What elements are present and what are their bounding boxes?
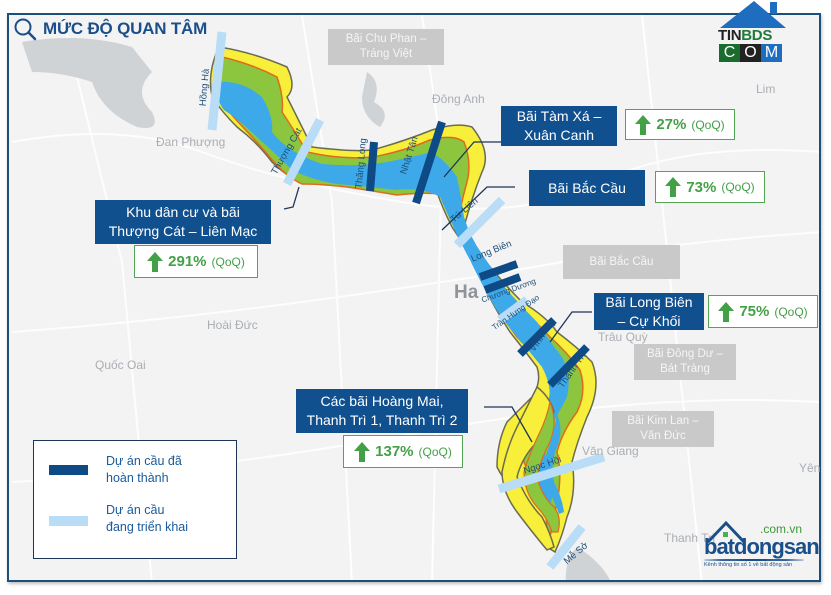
bridges-completed [366, 120, 590, 388]
arrow-up-icon [354, 441, 371, 462]
house-outline-icon [706, 520, 746, 544]
house-roof-icon [720, 1, 786, 28]
tinbds-com: C O M [719, 44, 782, 62]
place-quoc-oai: Quốc Oai [95, 358, 146, 372]
batdongsan-suffix: .com.vn [759, 522, 802, 536]
arrow-up-icon [718, 301, 735, 322]
legend-label-in-progress: Dự án cầu đang triển khai [106, 503, 189, 534]
arrow-up-icon [665, 177, 682, 197]
river-south [544, 414, 564, 514]
bridges-in-progress [207, 31, 606, 570]
area-label-long-bien[interactable]: Bãi Long Biên – Cự Khối [594, 293, 704, 330]
arrow-up-icon [635, 114, 652, 135]
search-icon [14, 18, 37, 41]
title-text: MỨC ĐỘ QUAN TÂM [43, 19, 208, 38]
place-thanh-tri: Thanh Trì [664, 531, 716, 545]
place-van-giang: Văn Giang [582, 444, 639, 458]
stat-badge-long-bien: 75% (QoQ) [708, 295, 818, 328]
batdongsan-wordmark: batdongsan [704, 534, 820, 559]
stat-badge-hoang-mai: 137% (QoQ) [343, 435, 463, 468]
tinbds-wordmark: TINBDS [718, 27, 773, 44]
floodplain-south-green [523, 399, 560, 533]
place-ha-noi: Ha [454, 282, 479, 303]
place-yen: Yên [799, 461, 821, 475]
area-label-bac-cau[interactable]: Bãi Bắc Cầu [529, 170, 645, 206]
tinbds-logo[interactable]: TINBDS C O M [718, 0, 790, 64]
legend-swatch-in-progress [49, 516, 88, 526]
place-lim: Lim [756, 82, 776, 96]
leader-lines [283, 141, 592, 443]
batdongsan-tagline: Kênh thông tin số 1 về bất động sản [704, 562, 793, 568]
area-label-thuong-cat-lien-mac[interactable]: Khu dân cư và bãi Thượng Cát – Liên Mạc [95, 200, 271, 244]
place-dong-anh: Đông Anh [432, 92, 485, 106]
area-label-kim-lan[interactable]: Bãi Kim Lan – Văn Đức [612, 411, 714, 447]
area-label-hoang-mai[interactable]: Các bãi Hoàng Mai, Thanh Trì 1, Thanh Tr… [296, 389, 468, 433]
area-label-tam-xa[interactable]: Bãi Tàm Xá – Xuân Canh [501, 106, 617, 146]
stat-badge-bac-cau: 73% (QoQ) [655, 171, 765, 203]
stat-badge-thuong-cat: 291% (QoQ) [134, 245, 258, 278]
place-trau-quy: Trâu Quỳ [598, 330, 648, 344]
background-lakes [22, 38, 610, 580]
arrow-up-icon [147, 251, 164, 272]
area-label-bac-cau-gray[interactable]: Bãi Bắc Cầu [563, 245, 680, 279]
batdongsan-swoosh [704, 559, 804, 561]
legend-swatch-completed [49, 465, 88, 475]
batdongsan-logo[interactable]: .com.vn batdongsan Kênh thông tin số 1 v… [702, 520, 820, 575]
legend-label-completed: Dự án cầu đã hoàn thành [106, 454, 182, 485]
area-label-chu-phan[interactable]: Bãi Chu Phan – Tráng Việt [328, 29, 444, 65]
place-dan-phuong: Đan Phượng [156, 135, 226, 149]
stat-badge-tam-xa: 27% (QoQ) [625, 109, 735, 140]
place-hoai-duc: Hoài Đức [207, 318, 258, 332]
area-label-dong-du[interactable]: Bãi Đông Dư – Bát Tràng [634, 344, 736, 380]
page-title: MỨC ĐỘ QUAN TÂM [13, 17, 207, 41]
legend: Dự án cầu đã hoàn thành Dự án cầu đang t… [33, 440, 237, 559]
